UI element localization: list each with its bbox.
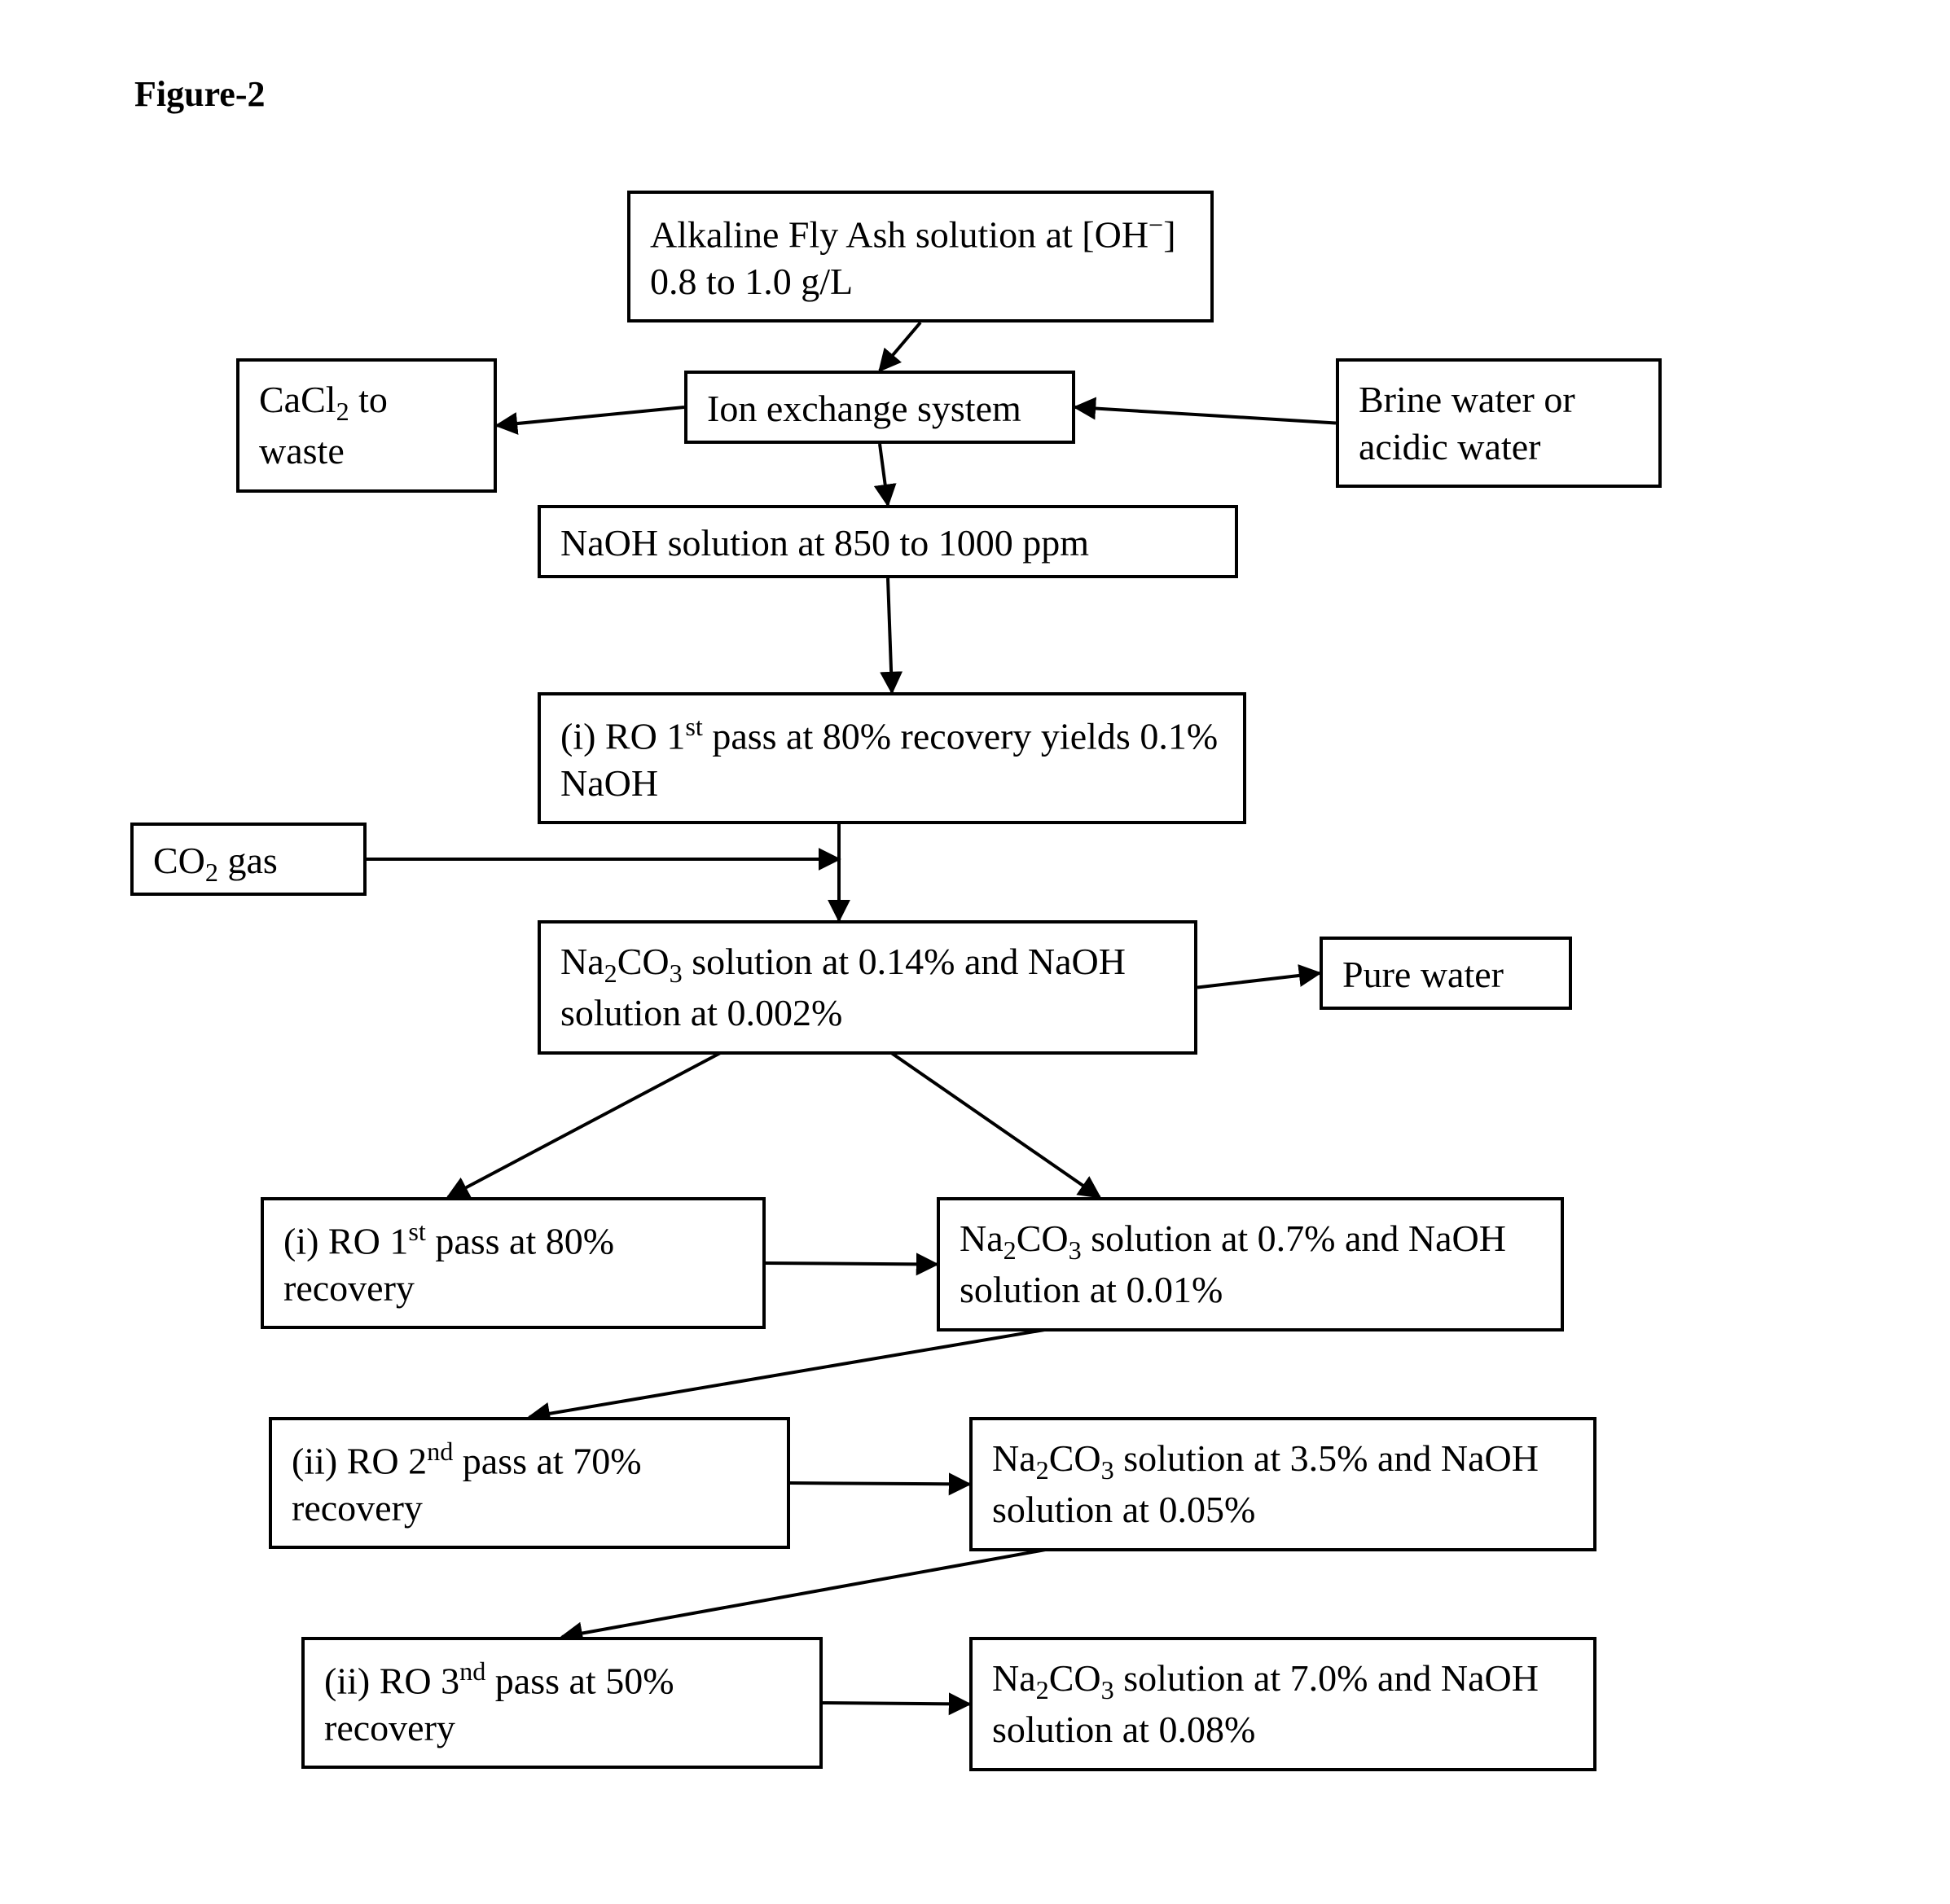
flowchart-canvas: Figure-2 Alkaline Fly Ash solution at [O… [0,0,1950,1904]
edge [497,407,684,426]
edge [888,1051,1100,1197]
node-n_out2: Na2CO3 solution at 3.5% and NaOH solutio… [969,1417,1596,1551]
edge [562,1547,1059,1637]
node-n_co2: CO2 gas [130,823,367,896]
node-n_mix: Na2CO3 solution at 0.14% and NaOH soluti… [538,920,1197,1055]
node-n_out1: Na2CO3 solution at 0.7% and NaOH solutio… [937,1197,1564,1331]
node-n_ro2: (ii) RO 2nd pass at 70% recovery [269,1417,790,1549]
node-n_ro1b: (i) RO 1st pass at 80% recovery [261,1197,766,1329]
node-n_out3: Na2CO3 solution at 7.0% and NaOH solutio… [969,1637,1596,1771]
edge [529,1327,1059,1417]
node-n_ro3: (ii) RO 3nd pass at 50% recovery [301,1637,823,1769]
edge [823,1703,969,1704]
node-n_ro1a: (i) RO 1st pass at 80% recovery yields 0… [538,692,1246,824]
node-n_cacl2: CaCl2 to waste [236,358,497,493]
node-n_top: Alkaline Fly Ash solution at [OH−] 0.8 t… [627,191,1214,322]
edge [448,1051,725,1197]
edge [888,578,892,692]
edge [1075,407,1336,423]
edge [766,1263,937,1265]
node-n_naoh: NaOH solution at 850 to 1000 ppm [538,505,1238,578]
node-n_pure: Pure water [1320,937,1572,1010]
node-n_ion: Ion exchange system [684,371,1075,444]
edge [1197,973,1320,988]
edge [880,322,920,371]
node-n_brine: Brine water or acidic water [1336,358,1662,488]
edge [880,444,888,505]
edge [790,1483,969,1485]
figure-title: Figure-2 [134,73,266,115]
